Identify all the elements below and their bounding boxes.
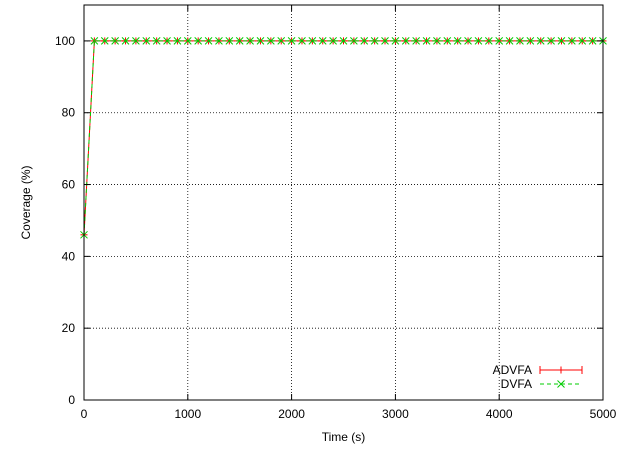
ticks: 0 1000 2000 3000 4000 5000 0 20 40 60 80 100 [55,5,617,421]
x-tick-label: 3000 [382,407,409,421]
data-point-dvfa [516,37,524,45]
y-axis-label: Coverage (%) [19,165,33,239]
data-point-dvfa [246,37,254,45]
data-point-dvfa [121,37,130,45]
data-point-dvfa [588,37,597,45]
y-tick-label: 20 [62,321,76,335]
data-point-dvfa [277,37,286,45]
data-point-dvfa [350,37,358,45]
plot-frame [83,4,604,401]
x-axis-label: Time (s) [322,430,366,444]
data-point-dvfa [370,37,379,45]
x-tick-label: 1000 [174,407,201,421]
data-point-dvfa [453,37,462,45]
y-tick-label: 40 [62,249,76,263]
data-point-dvfa [412,37,421,45]
data-point-dvfa [339,37,348,45]
data-point-dvfa [90,37,99,45]
data-point-dvfa [401,37,410,45]
data-point-dvfa [526,37,535,45]
data-point-dvfa [142,37,151,45]
data-point-dvfa [256,37,265,45]
legend-label-dvfa: DVFA [501,377,532,391]
data-point-dvfa [360,37,369,45]
x-tick-label: 2000 [278,407,305,421]
data-point-dvfa [484,37,493,45]
legend-label-advfa: ADVFA [493,363,532,377]
data-point-dvfa [433,37,441,45]
data-point-dvfa [132,37,140,45]
data-point-dvfa [173,37,182,45]
data-point-dvfa [578,37,587,45]
data-point-dvfa [194,37,203,45]
data-point-dvfa [381,37,389,45]
data-point-dvfa [225,37,234,45]
x-tick-label: 5000 [590,407,617,421]
data-point-dvfa [266,37,275,45]
data-point-dvfa [391,37,400,45]
data-point-dvfa [318,37,327,45]
series-layer [80,37,607,239]
y-tick-label: 0 [68,393,75,407]
grid [84,5,603,400]
y-tick-label: 80 [62,106,76,120]
data-point-dvfa [215,37,223,45]
data-point-dvfa [536,37,545,45]
data-point-dvfa [568,37,576,45]
data-point-dvfa [557,37,566,45]
data-point-dvfa [298,37,306,45]
legend-marker-advfa [557,366,565,374]
data-point-dvfa [443,37,452,45]
data-point-dvfa [422,37,431,45]
data-point-dvfa [329,37,337,45]
data-point-dvfa [235,37,244,45]
data-point-dvfa [152,37,161,45]
legend-marker-dvfa [557,380,565,388]
data-point-dvfa [474,37,483,45]
data-point-dvfa [547,37,555,45]
data-point-dvfa [183,37,192,45]
y-tick-label: 60 [62,178,76,192]
data-point-dvfa [287,37,296,45]
data-point-dvfa [163,37,171,45]
data-point-dvfa [308,37,317,45]
x-tick-label: 0 [81,407,88,421]
data-point-dvfa [505,37,514,45]
x-tick-label: 4000 [486,407,513,421]
y-tick-label: 100 [55,34,75,48]
data-point-dvfa [495,37,504,45]
series-line-advfa [83,40,603,235]
data-point-dvfa [100,37,109,45]
data-point-dvfa [464,37,472,45]
series-line-dvfa [83,40,603,235]
data-point-dvfa [111,37,119,45]
data-point-dvfa [204,37,213,45]
